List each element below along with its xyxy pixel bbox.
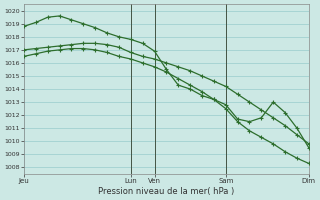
X-axis label: Pression niveau de la mer( hPa ): Pression niveau de la mer( hPa ) (98, 187, 235, 196)
